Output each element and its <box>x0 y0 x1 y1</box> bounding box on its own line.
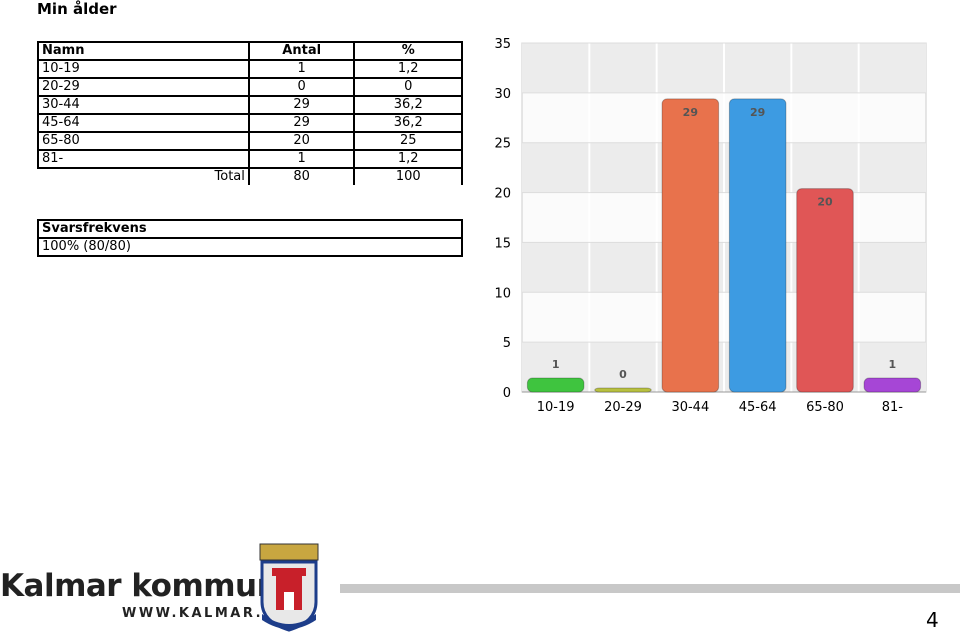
chart: 0 5 10 15 20 25 30 35 10-19 1 20-29 0 30-44 29 45-64 29… <box>494 37 927 415</box>
table-cell: 36,2 <box>353 113 463 133</box>
bar <box>728 98 787 393</box>
table-cell: 45-64 <box>37 113 250 133</box>
table-cell: 1 <box>247 149 356 169</box>
bar <box>594 387 652 393</box>
x-tick-label: 20-29 <box>604 400 642 415</box>
table-row: 20-29 0 0 <box>37 77 463 97</box>
y-tick-label: 35 <box>494 37 511 52</box>
y-tick-label: 30 <box>494 87 511 102</box>
table-cell: Namn <box>37 41 250 61</box>
table-cell: 25 <box>353 131 463 151</box>
value-label: 20 <box>817 196 833 209</box>
x-tick-label: 30-44 <box>671 400 709 415</box>
y-tick-label: 5 <box>503 336 511 351</box>
bar <box>526 377 585 393</box>
table-cell: 1,2 <box>353 59 463 79</box>
brand: Kalmar kommun <box>0 568 279 604</box>
table-cell: 1,2 <box>353 149 463 169</box>
value-label: 1 <box>889 358 897 371</box>
table-cell: 10-19 <box>37 59 250 79</box>
page-title: Min ålder <box>37 0 117 18</box>
table-row: 65-80 20 25 <box>37 131 463 151</box>
table-cell: 65-80 <box>37 131 250 151</box>
value-label: 29 <box>750 106 765 119</box>
response-value: 100% (80/80) <box>37 237 463 257</box>
table-cell: Antal <box>247 41 356 61</box>
bar <box>796 188 854 393</box>
table-cell: 1 <box>247 59 356 79</box>
value-label: 29 <box>683 106 698 119</box>
table-cell: 80 <box>247 167 356 185</box>
y-tick-label: 15 <box>494 236 511 251</box>
x-tick-label: 81- <box>882 400 904 415</box>
y-tick-label: 0 <box>503 386 511 401</box>
table-cell: 20 <box>247 131 356 151</box>
table-cell: 36,2 <box>353 95 463 115</box>
y-tick-label: 25 <box>494 137 511 152</box>
table-row: 10-19 1 1,2 <box>37 59 463 79</box>
table-cell: 29 <box>247 113 356 133</box>
table-row: 45-64 29 36,2 <box>37 113 463 133</box>
value-label: 0 <box>619 368 627 381</box>
y-tick-label: 10 <box>494 286 511 301</box>
table-cell: Total <box>38 167 250 185</box>
bar <box>863 377 922 393</box>
footer-bar <box>340 584 960 593</box>
value-label: 1 <box>552 358 560 371</box>
table-cell: 0 <box>353 77 463 97</box>
bar <box>661 98 720 393</box>
x-tick-label: 10-19 <box>537 400 575 415</box>
page-number: 4 <box>926 608 939 632</box>
crest <box>259 543 319 632</box>
table-row: 30-44 29 36,2 <box>37 95 463 115</box>
brand-url: WWW.KALMAR.SE <box>122 606 287 621</box>
table-cell: % <box>353 41 463 61</box>
table-row: Total 80 100 <box>38 167 463 185</box>
table-cell: 20-29 <box>37 77 250 97</box>
table-cell: 29 <box>247 95 356 115</box>
table-row: Namn Antal% <box>37 41 463 61</box>
table-cell: 30-44 <box>37 95 250 115</box>
y-tick-label: 20 <box>494 187 511 202</box>
data-table: Namn Antal% 10-19 1 1,2 20-29 0 0 30-44 29 36,2 45-… <box>37 41 463 185</box>
x-tick-label: 65-80 <box>806 400 844 415</box>
table-cell: 100 <box>353 167 463 185</box>
response-header: Svarsfrekvens <box>37 219 463 239</box>
table-row: 81- 1 1,2 <box>37 149 463 169</box>
table-cell: 81- <box>37 149 250 169</box>
x-tick-label: 45-64 <box>739 400 777 415</box>
table-cell: 0 <box>247 77 356 97</box>
response-table: Svarsfrekvens 100% (80/80) <box>37 219 463 257</box>
